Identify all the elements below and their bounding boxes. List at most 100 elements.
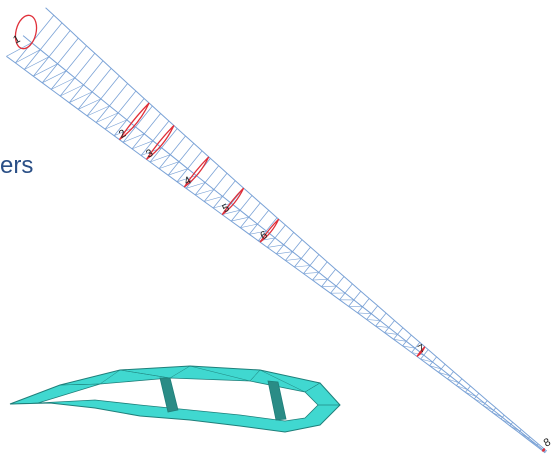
blade-rib <box>122 105 153 143</box>
blade-diagonal <box>51 77 76 90</box>
blade-diagonal <box>312 279 328 281</box>
blade-diagonal <box>6 42 32 57</box>
blade-rib <box>104 90 137 130</box>
blade-rib <box>321 268 336 287</box>
blade-diagonal <box>131 140 154 150</box>
blade-diagonal <box>402 345 416 349</box>
blade-diagonal <box>104 119 128 130</box>
blade-diagonal <box>276 251 293 255</box>
blade-diagonal <box>303 272 319 274</box>
blade-diagonal <box>33 63 58 77</box>
blade-rib <box>420 349 429 360</box>
blade-diagonal <box>267 244 284 248</box>
shear-web-left <box>159 377 179 413</box>
airfoil-hatch <box>59 383 101 386</box>
section-labels: 1 2 3 4 5 6 7 8 <box>11 33 552 450</box>
blade-rib <box>509 422 514 427</box>
airfoil-hatch <box>189 365 251 382</box>
blade-rib <box>348 290 362 307</box>
blade-rib <box>429 356 437 366</box>
blade-diagonal <box>429 365 442 370</box>
section-label-1: 1 <box>11 33 22 46</box>
airfoil-hatch <box>249 369 261 382</box>
section-outline-5 <box>221 187 245 216</box>
blade-diagonal <box>195 189 214 196</box>
blade-rib <box>482 400 488 406</box>
blade-rib <box>527 436 531 440</box>
blade-rib <box>140 120 170 156</box>
blade-rib <box>176 150 203 183</box>
blade-rib <box>330 276 345 294</box>
airfoil-cross-section <box>9 365 341 433</box>
blade-diagonal <box>509 425 520 432</box>
blade-rib <box>32 30 71 77</box>
blade-rib <box>491 407 497 413</box>
blade-rib <box>357 298 370 314</box>
section-outline-1 <box>14 14 38 50</box>
blade-diagonal <box>411 352 424 356</box>
cross-sections <box>14 14 546 452</box>
blade-diagonal <box>159 161 180 169</box>
section-outline-7 <box>416 346 426 357</box>
blade-diagonal <box>186 182 206 189</box>
blade-diagonal <box>149 154 171 163</box>
blade-rib <box>285 239 303 261</box>
blade-diagonal <box>357 312 372 314</box>
blade-rib <box>402 334 412 347</box>
blade-diagonal <box>527 439 538 446</box>
section-outline-6 <box>259 218 280 243</box>
blade-diagonal <box>69 91 93 103</box>
blade-diagonal <box>366 319 381 321</box>
blade-diagonal <box>500 418 512 425</box>
blade-diagonal <box>483 405 494 411</box>
blade-rib <box>212 180 236 209</box>
blade-rib <box>50 45 87 90</box>
blade-rib <box>384 320 395 333</box>
blade-diagonal <box>474 398 486 404</box>
section-label-6: 6 <box>258 229 269 242</box>
section-label-3: 3 <box>144 147 155 160</box>
blade-diagonal <box>24 56 50 70</box>
blade-rib <box>77 68 112 110</box>
blade-diagonal <box>122 133 145 143</box>
blade-rib <box>239 202 261 228</box>
blade-diagonal <box>213 203 232 209</box>
section-outline-2 <box>118 102 150 141</box>
blade-rib <box>276 232 295 255</box>
blade-rib <box>375 312 387 327</box>
blade-diagonal <box>384 332 398 335</box>
blade-rib <box>294 246 311 268</box>
blade-rib <box>339 283 353 301</box>
blade-rib <box>158 135 186 169</box>
blade-rib <box>149 128 178 163</box>
blade-rib <box>113 98 145 136</box>
blade-diagonal <box>15 49 41 64</box>
blade-diagonal <box>465 392 477 397</box>
blade-rib <box>86 75 120 117</box>
blade-diagonal <box>285 258 302 261</box>
blade-rib <box>447 371 454 380</box>
blade-diagonal <box>447 378 459 383</box>
blade-diagonal <box>168 168 188 176</box>
blade-rib <box>257 217 278 242</box>
blade-rib <box>366 305 379 320</box>
blade-rib <box>131 113 161 150</box>
blade-wireframe <box>6 7 548 454</box>
blade-rib <box>303 254 320 274</box>
airfoil-hatch <box>9 402 39 405</box>
blade-rib <box>536 443 539 447</box>
blade-rib <box>473 393 480 400</box>
blade-diagonal <box>204 196 223 202</box>
blade-diagonal <box>95 112 119 123</box>
airfoil-hatch <box>99 369 121 385</box>
blade-diagonal <box>42 70 67 84</box>
blade-rib <box>393 327 404 340</box>
blade-diagonal <box>249 230 267 235</box>
section-label-7: 7 <box>416 342 427 355</box>
blade-rib <box>167 143 195 176</box>
blade-diagonal <box>456 385 468 390</box>
blade-rib <box>456 378 463 386</box>
section-outline-4 <box>183 156 210 188</box>
section-label-5: 5 <box>220 202 231 215</box>
airfoil-hatch <box>304 382 321 393</box>
